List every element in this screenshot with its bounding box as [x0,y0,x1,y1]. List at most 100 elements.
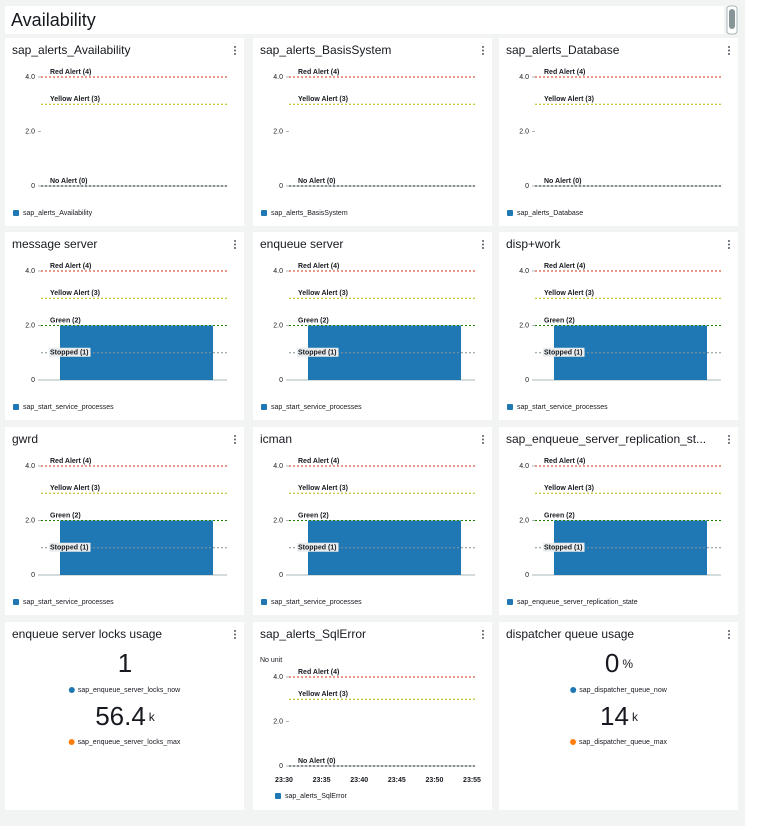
annotation-label: Stopped (1) [50,545,89,552]
y-tick-label: 4.0 [519,74,529,81]
widget-menu[interactable] [728,53,730,55]
widget-menu[interactable] [482,442,484,444]
annotation-label: Red Alert (4) [298,669,339,676]
annotation-label-bg [49,542,91,552]
widget-menu[interactable] [482,637,484,639]
widget-menu[interactable] [728,435,730,437]
metric-value: 14 [600,701,629,731]
metric-value-group: 1 [118,648,132,678]
annotation-label: Red Alert (4) [50,458,91,465]
legend-label: sap_alerts_Database [517,210,583,217]
widget-title: sap_enqueue_server_replication_st... [506,432,706,446]
widget-menu[interactable] [482,49,484,52]
widget-panel [5,622,244,810]
widget-menu[interactable] [234,46,236,48]
widget-menu[interactable] [234,243,236,246]
widget-menu[interactable] [234,49,236,52]
legend-label: sap_enqueue_server_replication_state [517,599,638,606]
widget-menu[interactable] [234,637,236,639]
legend-label: sap_start_service_processes [271,404,362,411]
y-tick-label: 4.0 [273,463,283,470]
widget-menu[interactable] [728,240,730,242]
widget-menu[interactable] [482,633,484,636]
widget-menu[interactable] [234,435,236,437]
widget-menu[interactable] [482,435,484,437]
widget-menu[interactable] [728,247,730,249]
legend-swatch [68,687,75,693]
dashboard-title: Availability [11,10,96,30]
widget-menu[interactable] [728,633,730,636]
widget-menu[interactable] [234,438,236,441]
legend-swatch [507,210,513,216]
annotation-label: Yellow Alert (3) [544,96,594,103]
y-tick-label: 0 [31,377,35,384]
legend-swatch [261,599,267,605]
annotation-label-bg [543,542,585,552]
widget-menu[interactable] [234,240,236,242]
scroll-thumb[interactable] [729,9,735,29]
y-tick-label: 2.0 [273,128,283,135]
legend-label: sap_alerts_BasisSystem [271,210,348,217]
widget-title: sap_alerts_Database [506,43,620,57]
annotation-label: Green (2) [298,512,329,519]
widget-menu[interactable] [482,240,484,242]
widget-title: enqueue server [260,237,343,251]
legend-swatch [507,599,513,605]
widget-panel [253,38,492,226]
annotation-label: Stopped (1) [544,350,583,357]
annotation-label: No Alert (0) [50,178,87,185]
widget-menu[interactable] [728,442,730,444]
widget-menu[interactable] [234,53,236,55]
widget-menu[interactable] [728,46,730,48]
widget-menu[interactable] [234,442,236,444]
metric-value: 0 [605,648,619,678]
annotation-label: Yellow Alert (3) [50,485,100,492]
metric-value-group: 14 k [600,701,639,731]
legend-swatch [275,793,281,799]
widget-title: gwrd [12,432,38,446]
legend-label: sap_alerts_SqlError [285,793,348,800]
annotation-label: Stopped (1) [298,350,337,357]
y-tick-label: 0 [279,377,283,384]
y-tick-label: 4.0 [273,268,283,275]
annotation-label: Red Alert (4) [298,69,339,76]
annotation-label: Yellow Alert (3) [298,485,348,492]
widget-menu[interactable] [234,247,236,249]
widget-menu[interactable] [728,630,730,632]
y-tick-label: 0 [279,763,283,770]
widget-menu[interactable] [482,53,484,55]
annotation-label: Green (2) [544,512,575,519]
widget-title: sap_alerts_SqlError [260,627,366,641]
widget-menu[interactable] [234,630,236,632]
metric-unit: k [149,710,156,724]
widget-menu[interactable] [234,633,236,636]
widget-menu[interactable] [482,46,484,48]
metric-unit: % [622,657,633,671]
legend-swatch [570,687,577,693]
widget-menu[interactable] [728,438,730,441]
annotation-label-bg [543,347,585,357]
widget-menu[interactable] [728,49,730,52]
annotation-label: Yellow Alert (3) [544,290,594,297]
x-tick-label: 23:55 [463,777,481,784]
y-tick-label: 0 [31,572,35,579]
widget-menu[interactable] [482,247,484,249]
widget-menu[interactable] [728,637,730,639]
widget-menu[interactable] [482,243,484,246]
y-tick-label: 4.0 [25,268,35,275]
y-tick-label: 4.0 [273,674,283,681]
metric-unit: k [632,710,639,724]
annotation-label: Yellow Alert (3) [298,96,348,103]
widget-title: dispatcher queue usage [506,627,634,641]
x-tick-label: 23:50 [425,777,443,784]
widget-menu[interactable] [482,630,484,632]
annotation-label-bg [297,542,339,552]
legend-label: sap_start_service_processes [271,599,362,606]
widget-menu[interactable] [728,243,730,246]
y-tick-label: 4.0 [25,463,35,470]
annotation-label: No Alert (0) [298,178,335,185]
widget-menu[interactable] [482,438,484,441]
y-tick-label: 4.0 [519,268,529,275]
x-tick-label: 23:35 [313,777,331,784]
